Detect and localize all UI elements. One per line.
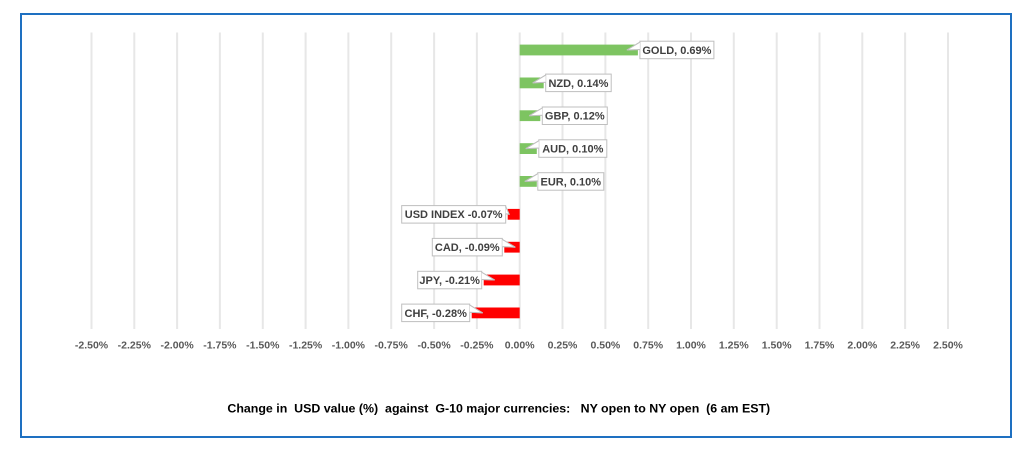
svg-text:-2.25%: -2.25% xyxy=(118,339,152,351)
svg-text:GOLD, 0.69%: GOLD, 0.69% xyxy=(642,45,711,57)
svg-text:-1.50%: -1.50% xyxy=(246,339,280,351)
svg-text:CHF, -0.28%: CHF, -0.28% xyxy=(405,308,468,320)
svg-text:-1.75%: -1.75% xyxy=(203,339,237,351)
svg-text:-0.25%: -0.25% xyxy=(460,339,494,351)
svg-text:0.50%: 0.50% xyxy=(591,339,621,351)
svg-text:GBP, 0.12%: GBP, 0.12% xyxy=(545,111,605,123)
svg-text:2.25%: 2.25% xyxy=(890,339,920,351)
svg-text:2.50%: 2.50% xyxy=(933,339,963,351)
svg-text:0.25%: 0.25% xyxy=(548,339,578,351)
svg-text:-2.50%: -2.50% xyxy=(75,339,109,351)
svg-text:-1.25%: -1.25% xyxy=(289,339,323,351)
svg-text:CAD, -0.09%: CAD, -0.09% xyxy=(435,242,500,254)
svg-text:-0.50%: -0.50% xyxy=(417,339,451,351)
svg-text:JPY, -0.21%: JPY, -0.21% xyxy=(419,275,480,287)
svg-text:1.00%: 1.00% xyxy=(676,339,706,351)
svg-text:Change in USD value (%) agai: Change in USD value (%) against G-10 maj… xyxy=(227,402,770,416)
svg-text:EUR, 0.10%: EUR, 0.10% xyxy=(541,176,602,188)
svg-text:-2.00%: -2.00% xyxy=(160,339,194,351)
svg-text:-0.75%: -0.75% xyxy=(375,339,409,351)
svg-text:2.00%: 2.00% xyxy=(847,339,877,351)
svg-text:USD INDEX -0.07%: USD INDEX -0.07% xyxy=(405,209,503,221)
svg-text:0.00%: 0.00% xyxy=(505,339,535,351)
svg-text:-1.00%: -1.00% xyxy=(332,339,366,351)
svg-text:1.25%: 1.25% xyxy=(719,339,749,351)
svg-text:1.50%: 1.50% xyxy=(762,339,792,351)
svg-text:0.75%: 0.75% xyxy=(633,339,663,351)
svg-text:NZD, 0.14%: NZD, 0.14% xyxy=(548,78,608,90)
svg-text:1.75%: 1.75% xyxy=(805,339,835,351)
svg-text:AUD, 0.10%: AUD, 0.10% xyxy=(542,144,603,156)
